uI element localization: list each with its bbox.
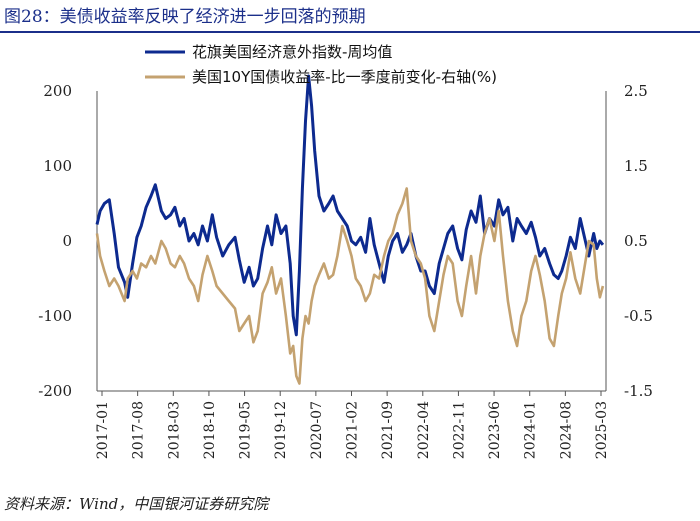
legend: 花旗美国经济意外指数-周均值 美国10Y国债收益率-比一季度前变化-右轴(%) [145, 43, 497, 86]
right-tick-label: 1.5 [624, 157, 648, 175]
x-tick-label: 2019-05 [238, 401, 254, 459]
legend-label-series-1: 花旗美国经济意外指数-周均值 [192, 43, 392, 61]
right-tick-label: 0.5 [624, 232, 648, 250]
x-tick-label: 2020-07 [309, 401, 325, 459]
x-tick-label: 2022-11 [451, 401, 467, 459]
x-tick-label: 2017-01 [95, 401, 111, 459]
legend-label-series-2: 美国10Y国债收益率-比一季度前变化-右轴(%) [192, 68, 497, 86]
x-tick-label: 2018-10 [202, 401, 218, 459]
left-tick-label: 200 [43, 82, 72, 100]
x-tick-label: 2022-04 [416, 401, 432, 459]
x-tick-label: 2019-12 [273, 401, 289, 459]
series-lines [95, 74, 605, 385]
x-tick-label: 2021-09 [380, 401, 396, 459]
right-tick-label: 2.5 [624, 82, 648, 100]
title-rule [0, 31, 700, 33]
right-tick-label: -1.5 [624, 382, 653, 400]
figure-title: 图28：美债收益率反映了经济进一步回落的预期 [4, 7, 366, 27]
left-tick-label: -200 [38, 382, 72, 400]
left-tick-label: -100 [38, 307, 72, 325]
x-tick-label: 2021-02 [345, 401, 361, 459]
axes: 200 100 0 -100 -200 2.5 1.5 0.5 -0.5 -1.5 2017-01 2… [38, 82, 653, 459]
x-tick-label: 2018-03 [166, 401, 182, 459]
x-tick-label: 2017-08 [131, 401, 147, 459]
x-tick-label: 2024-01 [523, 401, 539, 459]
series-line-economic-surprise [95, 74, 605, 337]
series-line-10y-yield-change [95, 187, 605, 385]
source-note: 资料来源：Wind，中国银河证券研究院 [4, 495, 269, 513]
x-tick-label: 2024-08 [558, 401, 574, 459]
left-tick-label: 0 [62, 232, 72, 250]
left-tick-label: 100 [43, 157, 72, 175]
x-tick-label: 2025-03 [594, 401, 610, 459]
right-tick-label: -0.5 [624, 307, 653, 325]
x-tick-label: 2023-06 [487, 401, 503, 459]
line-chart: 200 100 0 -100 -200 2.5 1.5 0.5 -0.5 -1.5 2017-01 2… [38, 43, 653, 459]
